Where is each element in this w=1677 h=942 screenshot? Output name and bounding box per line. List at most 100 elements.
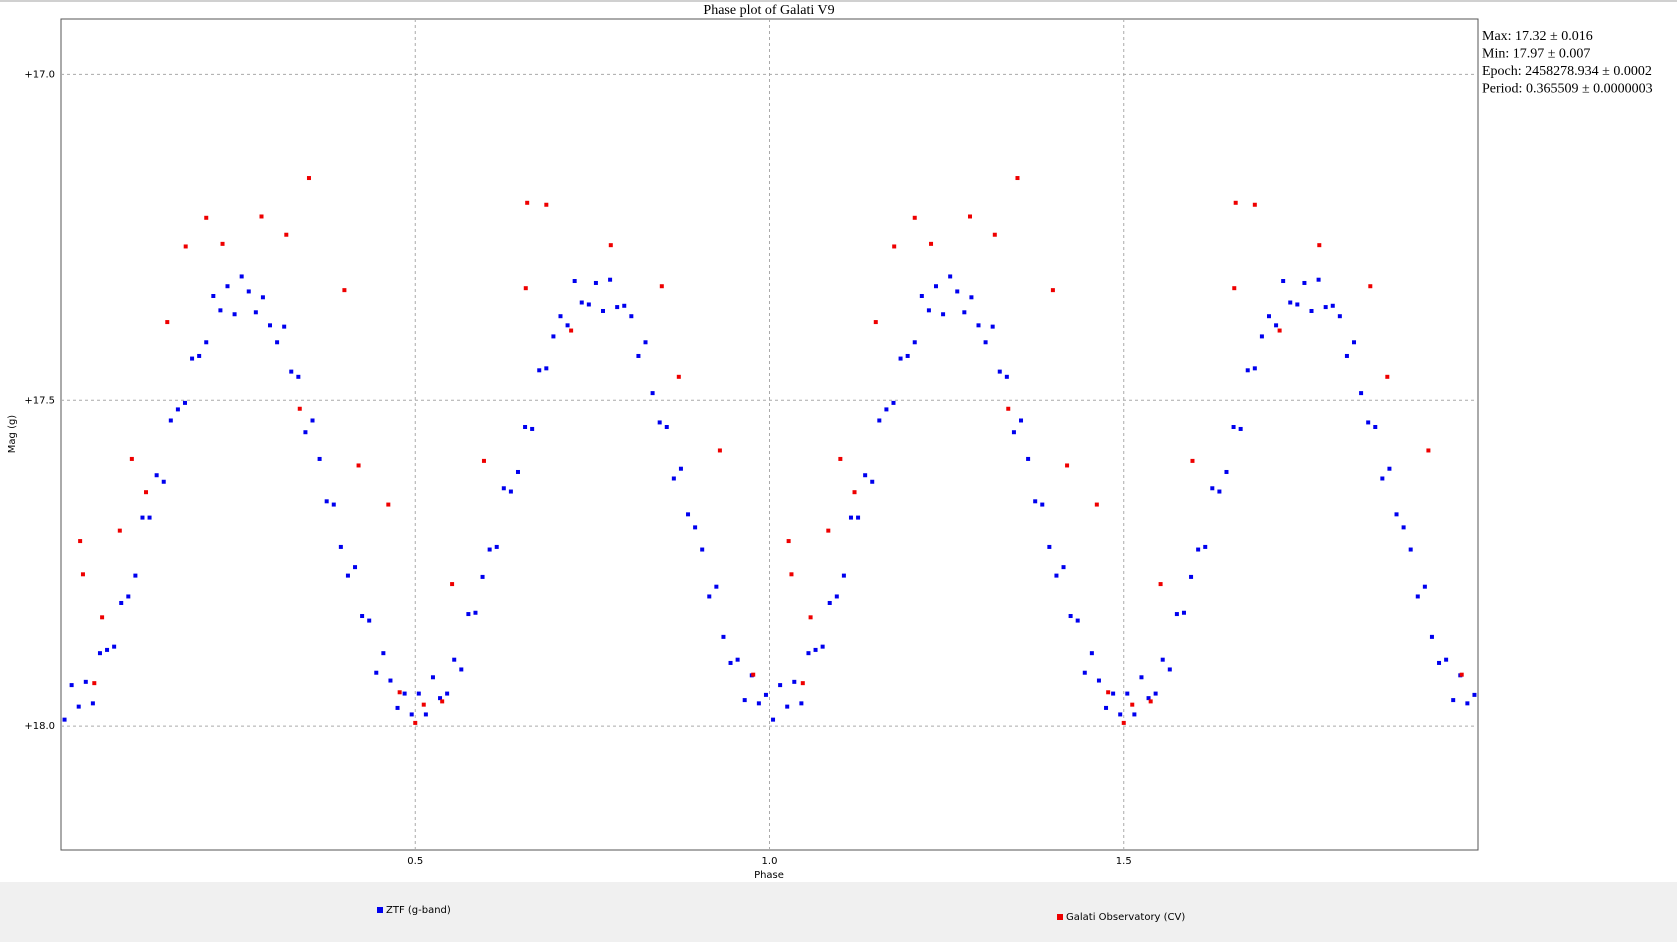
point — [100, 615, 105, 620]
point — [259, 214, 264, 219]
point — [388, 678, 393, 683]
point — [445, 691, 450, 696]
point — [678, 466, 683, 471]
point — [1130, 702, 1135, 707]
point — [579, 300, 584, 305]
point — [360, 614, 365, 619]
point — [494, 544, 499, 549]
point — [636, 353, 641, 358]
point — [303, 430, 308, 435]
point — [912, 215, 917, 220]
y-axis-label: Mag (g) — [7, 415, 18, 454]
point — [1075, 618, 1080, 623]
point — [211, 294, 216, 298]
point — [852, 490, 857, 495]
point — [289, 369, 294, 374]
point — [119, 600, 124, 605]
point — [345, 573, 350, 578]
point — [659, 284, 664, 289]
point — [1380, 476, 1385, 481]
point — [983, 340, 988, 345]
point — [1385, 374, 1390, 379]
point — [1344, 353, 1349, 358]
point — [1245, 368, 1250, 373]
point — [990, 324, 995, 329]
point — [657, 420, 662, 425]
point — [586, 302, 591, 307]
point — [397, 690, 402, 695]
point — [147, 515, 152, 520]
point — [1426, 448, 1431, 453]
point — [523, 286, 528, 291]
point — [1401, 525, 1406, 530]
point — [799, 701, 804, 706]
point — [317, 456, 322, 461]
point — [558, 314, 563, 319]
point — [756, 701, 761, 706]
point — [395, 705, 400, 710]
y-tick-label: +17.0 — [24, 69, 55, 80]
point — [686, 512, 691, 517]
point — [260, 295, 265, 300]
point — [863, 473, 868, 478]
point — [1004, 374, 1009, 379]
point — [1011, 430, 1016, 435]
point — [544, 202, 549, 207]
point — [523, 425, 528, 430]
point — [1366, 420, 1371, 425]
x-axis-label: Phase — [754, 870, 784, 881]
point — [1050, 288, 1055, 293]
chart-title: Phase plot of Galati V9 — [703, 3, 834, 18]
point — [891, 400, 896, 405]
point — [80, 572, 85, 577]
point — [707, 594, 712, 599]
point — [1148, 699, 1153, 704]
point — [800, 681, 805, 686]
point — [69, 683, 74, 688]
point — [1277, 328, 1282, 333]
point — [1146, 696, 1151, 701]
point — [182, 400, 187, 405]
point — [508, 489, 513, 494]
point — [933, 284, 938, 289]
point — [133, 573, 138, 578]
point — [1330, 303, 1335, 308]
point — [717, 448, 722, 453]
point — [955, 289, 960, 294]
point — [1210, 486, 1215, 491]
point — [239, 274, 244, 279]
point — [297, 406, 302, 411]
point — [1089, 651, 1094, 656]
point — [165, 320, 170, 325]
point — [342, 288, 347, 293]
y-tick-label: +18.0 — [24, 721, 55, 732]
point — [1252, 202, 1257, 207]
point — [537, 368, 542, 373]
point — [1429, 634, 1434, 639]
point — [572, 279, 577, 284]
point — [1019, 418, 1024, 423]
point — [1451, 698, 1456, 703]
x-tick-label: 1.0 — [762, 856, 778, 867]
point — [997, 369, 1002, 374]
point — [140, 515, 145, 520]
point — [892, 244, 897, 249]
point — [232, 312, 237, 317]
point — [714, 584, 719, 589]
point — [1047, 544, 1052, 549]
point — [813, 647, 818, 652]
point — [430, 675, 435, 680]
point — [870, 479, 875, 484]
point — [1196, 547, 1201, 552]
point — [1266, 314, 1271, 319]
point — [838, 456, 843, 461]
point — [218, 308, 223, 313]
point — [473, 610, 478, 615]
point — [806, 651, 811, 656]
point — [1459, 672, 1464, 677]
point — [1026, 456, 1031, 461]
point — [62, 717, 67, 722]
point — [331, 502, 336, 507]
point — [129, 456, 134, 461]
